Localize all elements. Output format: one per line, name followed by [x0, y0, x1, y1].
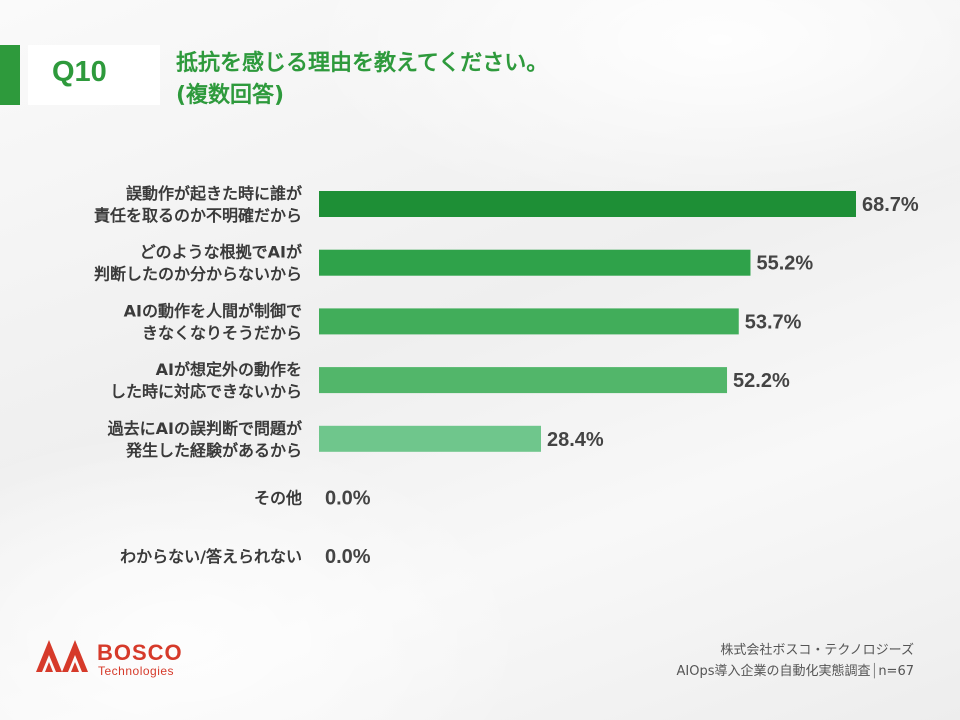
- footer: 株式会社ボスコ・テクノロジーズ AIOps導入企業の自動化実態調査│n=67: [676, 640, 914, 682]
- footer-survey-line: AIOps導入企業の自動化実態調査│n=67: [676, 664, 914, 679]
- footer-company: 株式会社ボスコ・テクノロジーズ: [720, 643, 914, 658]
- category-label: 誤動作が起きた時に誰が責任を取るのか不明確だから: [94, 184, 302, 225]
- category-label: AIの動作を人間が制御できなくなりそうだから: [124, 301, 302, 342]
- question-title-line1: 抵抗を感じる理由を教えてください。: [176, 51, 549, 76]
- question-box: [28, 45, 160, 105]
- bosco-logo-icon: [36, 640, 88, 672]
- question-number: Q10: [52, 56, 107, 88]
- footer-sample: n=67: [878, 664, 914, 679]
- value-label: 0.0%: [325, 546, 371, 568]
- footer-survey: AIOps導入企業の自動化実態調査: [676, 664, 871, 679]
- bar: [319, 191, 856, 217]
- question-title-line2: (複数回答): [176, 83, 285, 108]
- question-title: 抵抗を感じる理由を教えてください。 (複数回答): [176, 48, 548, 112]
- bar: [319, 425, 541, 452]
- value-label: 55.2%: [756, 253, 813, 275]
- category-label: その他: [254, 489, 302, 508]
- bar: [319, 308, 739, 335]
- category-label: AIが想定外の動作をした時に対応できないから: [110, 360, 302, 401]
- value-label: 52.2%: [733, 370, 790, 392]
- value-label: 68.7%: [862, 194, 919, 216]
- logo-name: BOSCO: [97, 640, 183, 665]
- bar: [319, 367, 728, 394]
- value-label: 28.4%: [547, 429, 604, 451]
- value-label: 53.7%: [745, 311, 802, 333]
- bar: [319, 249, 751, 276]
- logo-subtitle: Technologies: [98, 664, 175, 678]
- bar-chart: 誤動作が起きた時に誰が責任を取るのか不明確だから 68.7% どのような根拠でAIが…: [94, 184, 919, 568]
- category-label: わからない/答えられない: [120, 547, 302, 566]
- value-label: 0.0%: [325, 488, 371, 510]
- category-label: どのような根拠でAIが判断したのか分からないから: [94, 243, 302, 284]
- accent-bar: [0, 45, 20, 105]
- category-label: 過去にAIの誤判断で問題が発生した経験があるから: [107, 419, 302, 460]
